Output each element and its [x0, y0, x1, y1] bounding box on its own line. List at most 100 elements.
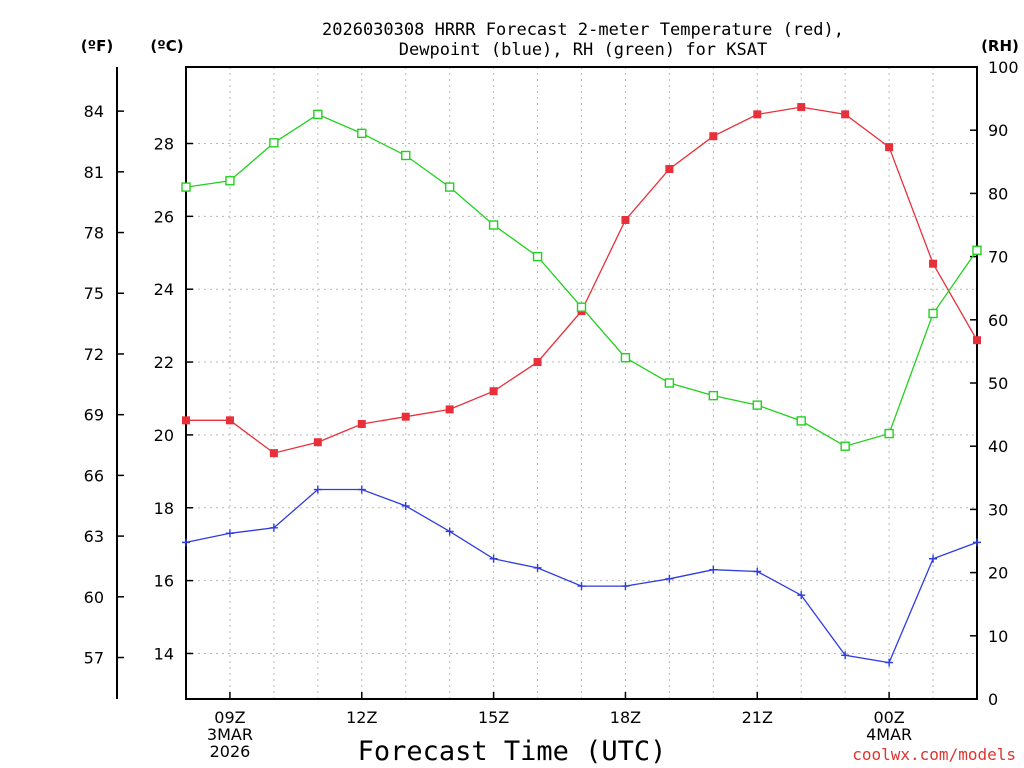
temperature-point	[533, 358, 542, 367]
rh-point	[269, 138, 279, 148]
rh-point	[928, 308, 938, 319]
x-tick-label: 15Z	[478, 708, 509, 727]
dewpoint-point	[182, 538, 190, 547]
dewpoint-point	[885, 658, 894, 667]
dewpoint-point	[665, 574, 674, 583]
temperature-point	[313, 438, 322, 447]
celsius-tick-label: 18	[154, 499, 174, 518]
fahrenheit-tick-label: 75	[84, 284, 104, 303]
tick-labels: 57 60 63 66 69 72 75 78 81 84 14 16 18 20 22 24 26 28 0 10 2…	[84, 58, 1019, 761]
rh-point	[313, 109, 323, 120]
rh-point	[488, 220, 499, 230]
rh-point	[708, 390, 719, 401]
x-tick-label: 21Z	[742, 708, 773, 727]
rh-tick-label: 20	[988, 564, 1008, 583]
x-axis-label: Forecast Time (UTC)	[358, 736, 667, 767]
fahrenheit-tick-label: 57	[84, 649, 104, 668]
chart-title-line1: 2026030308 HRRR Forecast 2-meter Tempera…	[322, 20, 844, 40]
temperature-point	[269, 449, 278, 458]
rh-point	[181, 182, 191, 192]
fahrenheit-tick-label: 63	[84, 527, 104, 546]
celsius-tick-label: 20	[154, 426, 174, 445]
dewpoint-point	[929, 554, 938, 563]
celsius-tick-label: 26	[154, 207, 174, 226]
dewpoint-point	[269, 523, 278, 532]
rh-tick-label: 90	[988, 121, 1008, 140]
rh-point	[752, 400, 762, 410]
temperature-point	[753, 110, 762, 119]
rh-tick-label: 10	[988, 627, 1008, 646]
rh-tick-label: 60	[988, 311, 1008, 330]
rh-point	[884, 428, 894, 439]
rh-tick-label: 0	[988, 690, 998, 709]
dewpoint-line	[185, 488, 978, 664]
dewpoint-point	[445, 527, 454, 536]
fahrenheit-tick-label: 84	[84, 102, 104, 121]
rh-point	[225, 176, 235, 186]
fahrenheit-tick-label: 69	[84, 406, 104, 425]
temperature-point	[665, 164, 674, 173]
temperature-point	[797, 103, 806, 112]
plot-frame	[185, 66, 978, 700]
dewpoint-point	[401, 501, 410, 510]
data-series	[181, 103, 982, 667]
dewpoint-point	[621, 582, 630, 591]
celsius-tick-label: 28	[154, 134, 174, 153]
dewpoint-point	[357, 485, 366, 494]
temperature-point	[401, 412, 410, 421]
fahrenheit-tick-label: 81	[84, 163, 104, 182]
rh-point	[444, 182, 455, 192]
x-tick-label: 3MAR	[207, 725, 253, 744]
dewpoint-point	[753, 567, 762, 576]
x-tick-label: 09Z	[214, 708, 245, 727]
x-tick-label: 4MAR	[866, 725, 912, 744]
dewpoint-point	[577, 582, 586, 591]
rh-unit-label: (RH)	[981, 37, 1019, 55]
x-tick-label: 18Z	[610, 708, 641, 727]
rh-tick-label: 80	[988, 184, 1008, 203]
rh-point	[357, 128, 367, 139]
fahrenheit-tick-label: 78	[84, 224, 104, 243]
temperature-point	[973, 336, 981, 345]
rh-point	[532, 251, 543, 262]
celsius-tick-label: 22	[154, 353, 174, 372]
chart-title-line2: Dewpoint (blue), RH (green) for KSAT	[399, 40, 767, 60]
celsius-tick-label: 24	[154, 280, 174, 299]
temperature-point	[225, 416, 234, 425]
dewpoint-point	[489, 554, 498, 563]
rh-point	[664, 378, 675, 388]
x-tick-label: 00Z	[873, 708, 904, 727]
temperature-point	[489, 387, 498, 396]
celsius-unit-label: (ºC)	[150, 37, 183, 55]
dewpoint-point	[973, 538, 981, 547]
fahrenheit-tick-label: 72	[84, 345, 104, 364]
temperature-point	[709, 132, 718, 141]
temperature-point	[621, 215, 630, 224]
temperature-point	[445, 405, 454, 414]
rh-tick-label: 40	[988, 437, 1008, 456]
rh-tick-label: 100	[988, 58, 1019, 77]
temperature-point	[885, 143, 894, 152]
fahrenheit-tick-label: 60	[84, 588, 104, 607]
rh-point	[796, 416, 806, 426]
dewpoint-point	[225, 529, 234, 538]
dewpoint-point	[797, 591, 806, 600]
rh-point	[972, 245, 982, 255]
x-tick-label: 2026	[210, 742, 251, 761]
dewpoint-point	[533, 563, 542, 572]
rh-point	[840, 441, 850, 451]
fahrenheit-tick-label: 66	[84, 466, 104, 485]
rh-tick-label: 50	[988, 374, 1008, 393]
celsius-tick-label: 14	[154, 644, 174, 663]
dewpoint-point	[709, 565, 718, 574]
temperature-point	[841, 110, 850, 119]
credit-label: coolwx.com/models	[852, 745, 1016, 764]
temperature-point	[182, 416, 190, 425]
rh-point	[401, 150, 411, 161]
rh-tick-label: 30	[988, 500, 1008, 519]
rh-point	[576, 302, 587, 312]
rh-point	[620, 353, 631, 363]
rh-tick-label: 70	[988, 248, 1008, 267]
axes	[116, 66, 978, 700]
